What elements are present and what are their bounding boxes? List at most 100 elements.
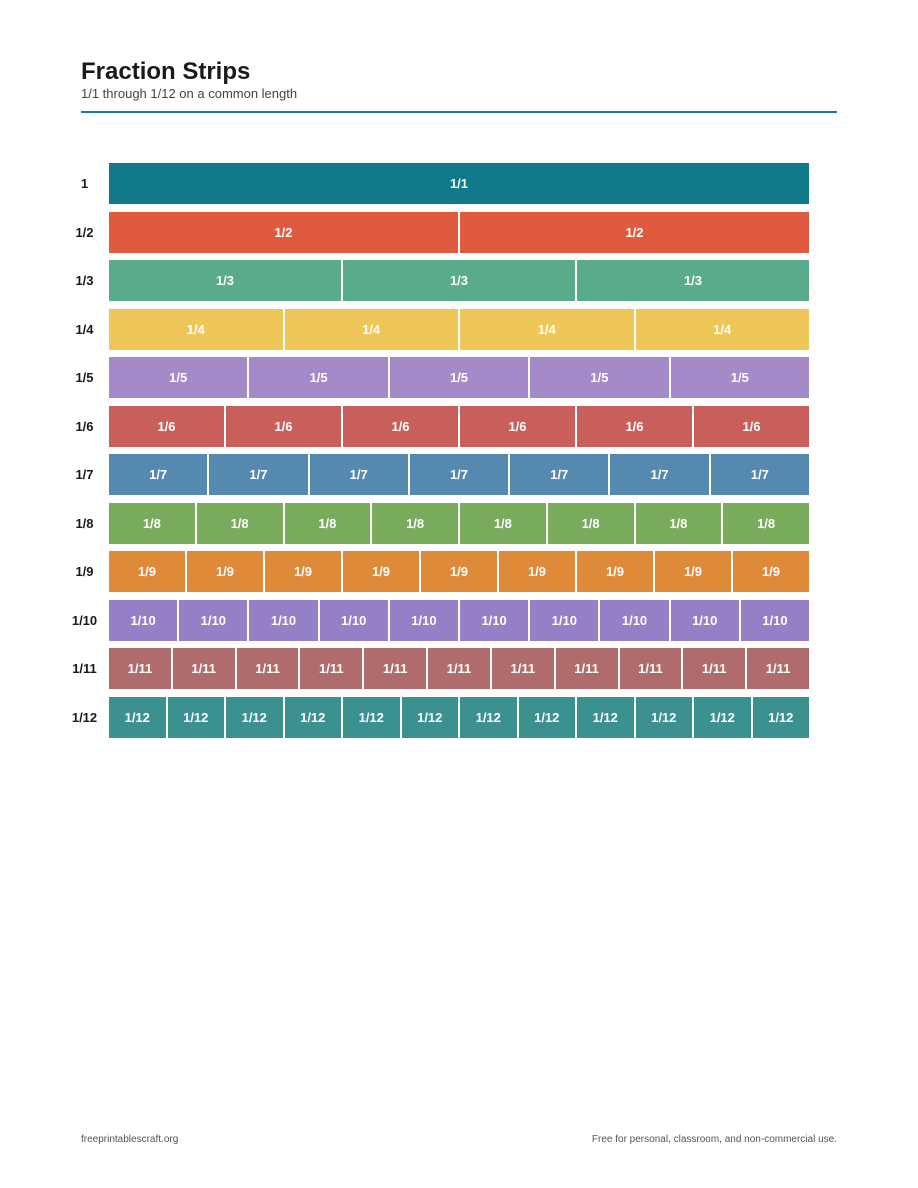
- row-label: 1/8: [75, 515, 94, 531]
- fraction-cell: 1/7: [309, 454, 408, 495]
- row-label: 1/10: [71, 612, 98, 628]
- header-divider: [81, 111, 837, 113]
- fraction-cell: 1/12: [284, 696, 341, 738]
- fraction-cell: 1/6: [109, 405, 224, 447]
- row-label: 1/2: [75, 224, 94, 240]
- fraction-cell: 1/11: [747, 648, 809, 689]
- fraction-cell: 1/12: [694, 696, 751, 738]
- fraction-cell: 1/12: [577, 696, 634, 738]
- fraction-row: 1/4 1/4 1/4 1/4 1/4: [60, 308, 810, 350]
- footer-license: Free for personal, classroom, and non-co…: [591, 1134, 837, 1145]
- fraction-strip: 1/9 1/9 1/9 1/9 1/9 1/9 1/9 1/9 1/9: [109, 551, 809, 592]
- fraction-strip: 1/4 1/4 1/4 1/4: [109, 308, 809, 350]
- fraction-cell: 1/9: [499, 551, 575, 592]
- fraction-cell: 1/7: [109, 454, 208, 495]
- fraction-cell: 1/3: [577, 260, 809, 301]
- fraction-row: 1/12 1/12 1/12 1/12 1/12 1/12 1/12 1/12 1/12 1/12…: [60, 696, 810, 738]
- fraction-cell: 1/12: [518, 696, 575, 738]
- fraction-row: 1/3 1/3 1/3 1/3: [60, 260, 810, 301]
- fraction-cell: 1/8: [635, 502, 722, 544]
- fraction-cell: 1/11: [619, 648, 682, 689]
- fraction-cell: 1/10: [249, 599, 318, 641]
- fraction-cell: 1/10: [740, 599, 810, 641]
- row-label: 1/5: [75, 370, 94, 385]
- fraction-cell: 1/12: [167, 696, 224, 738]
- row-label: 1/9: [75, 564, 94, 579]
- fraction-strip: 1/2 1/2: [109, 211, 809, 253]
- fraction-row: 1/8 1/8 1/8 1/8 1/8 1/8 1/8 1/8 1/8: [60, 502, 810, 544]
- fraction-row: 1/6 1/6 1/6 1/6 1/6 1/6 1/6: [60, 405, 810, 447]
- row-label: 1/12: [71, 709, 98, 725]
- page-header: Fraction Strips 1/1 through 1/12 on a co…: [81, 58, 836, 101]
- fraction-cell: 1/10: [530, 599, 599, 641]
- fraction-cell: 1/11: [172, 648, 235, 689]
- fraction-cell: 1/11: [428, 648, 490, 689]
- fraction-cell: 1/12: [460, 696, 517, 738]
- fraction-cell: 1/9: [655, 551, 731, 592]
- row-label: 1/11: [72, 661, 97, 676]
- fraction-cell: 1/12: [226, 696, 283, 738]
- fraction-cell: 1/2: [109, 211, 458, 253]
- fraction-cell: 1/8: [196, 502, 283, 544]
- fraction-cell: 1/9: [577, 551, 653, 592]
- fraction-cell: 1/9: [343, 551, 419, 592]
- fraction-cell: 1/7: [510, 454, 609, 495]
- fraction-cell: 1/4: [635, 308, 809, 350]
- fraction-strip: 1/7 1/7 1/7 1/7 1/7 1/7 1/7: [109, 454, 809, 495]
- fraction-cell: 1/8: [284, 502, 371, 544]
- fraction-strip: 1/10 1/10 1/10 1/10 1/10 1/10 1/10 1/10 1/10 1/10: [109, 599, 810, 641]
- fraction-strips: 1 1/1 1/2 1/2 1/2 1/3 1/3 1/3 1/3 1/4 1/4 1/4 1/4 1/4…: [60, 163, 810, 745]
- fraction-cell: 1/5: [109, 357, 248, 398]
- fraction-cell: 1/7: [209, 454, 308, 495]
- fraction-cell: 1/8: [372, 502, 458, 544]
- fraction-cell: 1/10: [389, 599, 459, 641]
- fraction-row: 1/7 1/7 1/7 1/7 1/7 1/7 1/7 1/7: [60, 454, 810, 495]
- fraction-row: 1/2 1/2 1/2: [60, 211, 810, 253]
- fraction-cell: 1/5: [389, 357, 529, 398]
- fraction-cell: 1/8: [547, 502, 634, 544]
- fraction-cell: 1/9: [733, 551, 809, 592]
- row-label: 1: [80, 176, 89, 191]
- fraction-cell: 1/11: [300, 648, 363, 689]
- fraction-cell: 1/5: [249, 357, 388, 398]
- fraction-cell: 1/11: [491, 648, 554, 689]
- fraction-cell: 1/12: [343, 696, 400, 738]
- fraction-cell: 1/12: [109, 696, 166, 738]
- fraction-cell: 1/1: [109, 163, 809, 204]
- fraction-cell: 1/5: [530, 357, 669, 398]
- fraction-row: 1/11 1/11 1/11 1/11 1/11 1/11 1/11 1/11 1/11 1/11…: [60, 648, 810, 689]
- footer-site: freeprintablescraft.org: [81, 1134, 179, 1145]
- fraction-cell: 1/6: [226, 405, 341, 447]
- fraction-cell: 1/11: [364, 648, 427, 689]
- fraction-cell: 1/11: [555, 648, 618, 689]
- row-label: 1/3: [75, 273, 94, 288]
- fraction-cell: 1/8: [723, 502, 809, 544]
- fraction-cell: 1/6: [694, 405, 809, 447]
- fraction-cell: 1/9: [109, 551, 185, 592]
- fraction-cell: 1/12: [635, 696, 692, 738]
- fraction-cell: 1/11: [236, 648, 299, 689]
- fraction-row: 1 1/1: [60, 163, 810, 204]
- fraction-strip: 1/5 1/5 1/5 1/5 1/5: [109, 357, 810, 398]
- row-label: 1/4: [75, 321, 94, 337]
- fraction-strip: 1/12 1/12 1/12 1/12 1/12 1/12 1/12 1/12 1/12 1/12…: [109, 696, 809, 738]
- fraction-row: 1/9 1/9 1/9 1/9 1/9 1/9 1/9 1/9 1/9 1/9: [60, 551, 810, 592]
- fraction-cell: 1/10: [670, 599, 739, 641]
- fraction-cell: 1/10: [460, 599, 529, 641]
- fraction-cell: 1/7: [409, 454, 509, 495]
- fraction-cell: 1/6: [460, 405, 575, 447]
- fraction-cell: 1/9: [187, 551, 263, 592]
- page-title: Fraction Strips: [81, 58, 251, 85]
- page-subtitle: 1/1 through 1/12 on a common length: [81, 86, 298, 101]
- fraction-cell: 1/10: [319, 599, 388, 641]
- fraction-row: 1/10 1/10 1/10 1/10 1/10 1/10 1/10 1/10 1/10 1/10…: [60, 599, 810, 641]
- fraction-cell: 1/5: [670, 357, 810, 398]
- fraction-cell: 1/11: [109, 648, 171, 689]
- fraction-strip: 1/1: [109, 163, 809, 204]
- fraction-cell: 1/3: [343, 260, 575, 301]
- fraction-cell: 1/10: [600, 599, 669, 641]
- fraction-cell: 1/10: [109, 599, 178, 641]
- fraction-cell: 1/2: [460, 211, 809, 253]
- fraction-cell: 1/4: [284, 308, 458, 350]
- fraction-cell: 1/10: [179, 599, 248, 641]
